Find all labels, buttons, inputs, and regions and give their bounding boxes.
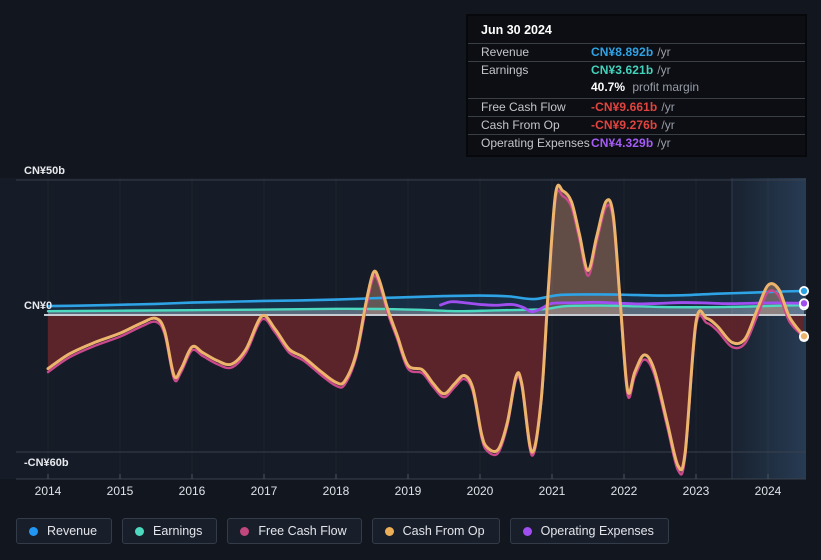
x-axis-label: 2020 <box>467 484 494 498</box>
cash-from-op-line <box>46 183 806 472</box>
cash-from-op-dot-icon <box>384 526 394 536</box>
earnings-dot-icon <box>135 526 145 536</box>
tooltip-label: Revenue <box>481 45 530 59</box>
legend-item-revenue[interactable]: Revenue <box>16 518 113 544</box>
revenue-endpoint-dot <box>800 287 808 295</box>
tooltip-value: CN¥4.329b <box>591 136 654 150</box>
legend-label: Cash From Op <box>402 524 485 538</box>
x-axis-label: 2024 <box>755 484 782 498</box>
tooltip-date: Jun 30 2024 <box>481 23 552 37</box>
x-axis-label: 2018 <box>323 484 350 498</box>
free-cash-flow-dot-icon <box>240 526 250 536</box>
x-axis-label: 2014 <box>35 484 62 498</box>
chart-legend: Revenue Earnings Free Cash Flow Cash Fro… <box>16 518 669 544</box>
operating-expenses-endpoint-dot <box>800 300 808 307</box>
tooltip-label: Operating Expenses <box>481 136 590 150</box>
x-axis-label: 2021 <box>539 484 566 498</box>
tooltip-unit: /yr <box>657 63 671 77</box>
x-axis-label: 2023 <box>683 484 710 498</box>
y-axis-label: CN¥50b <box>24 165 65 177</box>
legend-item-cash-from-op[interactable]: Cash From Op <box>371 518 500 544</box>
x-axis-label: 2022 <box>611 484 638 498</box>
cash-from-op-area-positive <box>48 185 804 315</box>
tooltip-unit: /yr <box>657 136 671 150</box>
chart-tooltip: Jun 30 2024 Revenue CN¥8.892b /yr Earnin… <box>466 14 807 157</box>
tooltip-row-operating-expenses: Operating Expenses CN¥4.329b /yr <box>468 134 805 152</box>
legend-item-operating-expenses[interactable]: Operating Expenses <box>509 518 669 544</box>
x-axis-label: 2015 <box>107 484 134 498</box>
profit-margin-value: 40.7% <box>591 80 626 94</box>
x-axis-label: 2019 <box>395 484 422 498</box>
tooltip-unit: /yr <box>657 45 671 59</box>
legend-label: Earnings <box>153 524 203 538</box>
tooltip-unit: /yr <box>661 118 675 132</box>
legend-item-earnings[interactable]: Earnings <box>122 518 218 544</box>
earnings-line <box>46 304 806 313</box>
tooltip-value: -CN¥9.276b <box>591 118 658 132</box>
y-axis-label: -CN¥60b <box>24 457 69 469</box>
legend-item-free-cash-flow[interactable]: Free Cash Flow <box>227 518 362 544</box>
tooltip-value: -CN¥9.661b <box>591 100 658 114</box>
tooltip-label: Free Cash Flow <box>481 100 566 114</box>
x-axis-label: 2016 <box>179 484 206 498</box>
cash-from-op-area-negative <box>48 315 804 470</box>
x-axis-label: 2017 <box>251 484 278 498</box>
profit-margin-label: profit margin <box>632 80 700 94</box>
operating-expenses-line <box>439 300 806 314</box>
tooltip-row-earnings: Earnings CN¥3.621b /yr <box>468 61 805 79</box>
legend-label: Revenue <box>47 524 98 538</box>
y-axis-label: CN¥0 <box>24 300 52 312</box>
legend-label: Operating Expenses <box>540 524 654 538</box>
tooltip-value: CN¥3.621b <box>591 63 654 77</box>
tooltip-value: CN¥8.892b <box>591 45 654 59</box>
tooltip-row-free-cash-flow: Free Cash Flow -CN¥9.661b /yr <box>468 98 805 116</box>
revenue-dot-icon <box>29 526 38 536</box>
tooltip-row-cash-from-op: Cash From Op -CN¥9.276b /yr <box>468 116 805 134</box>
operating-expenses-dot-icon <box>522 526 532 536</box>
tooltip-label: Earnings <box>481 63 529 77</box>
legend-label: Free Cash Flow <box>258 524 347 538</box>
tooltip-row-profit-margin: 40.7% profit margin <box>468 79 805 98</box>
cash-from-op-endpoint-dot <box>800 332 808 340</box>
revenue-line <box>46 289 806 308</box>
tooltip-label: Cash From Op <box>481 118 560 132</box>
free-cash-flow-line <box>46 189 806 476</box>
tooltip-unit: /yr <box>661 100 675 114</box>
tooltip-row-revenue: Revenue CN¥8.892b /yr <box>468 43 805 61</box>
